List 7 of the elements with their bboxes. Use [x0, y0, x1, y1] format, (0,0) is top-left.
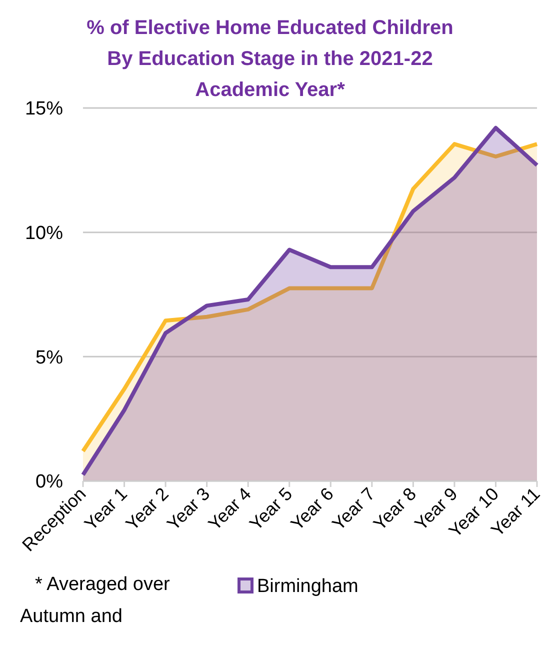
y-tick-label: 5% [36, 347, 64, 368]
text: * Averaged over Autumn and [20, 574, 171, 627]
chart-title: % of Elective Home Educated Children By Education Stage in the 2021-22 Academic Year* [86, 17, 454, 101]
y-tick-label: 0% [36, 472, 64, 493]
y-tick-label: 15% [24, 98, 64, 120]
legend-label: Birmingham [257, 576, 358, 597]
y-tick-label: 10% [24, 222, 64, 244]
